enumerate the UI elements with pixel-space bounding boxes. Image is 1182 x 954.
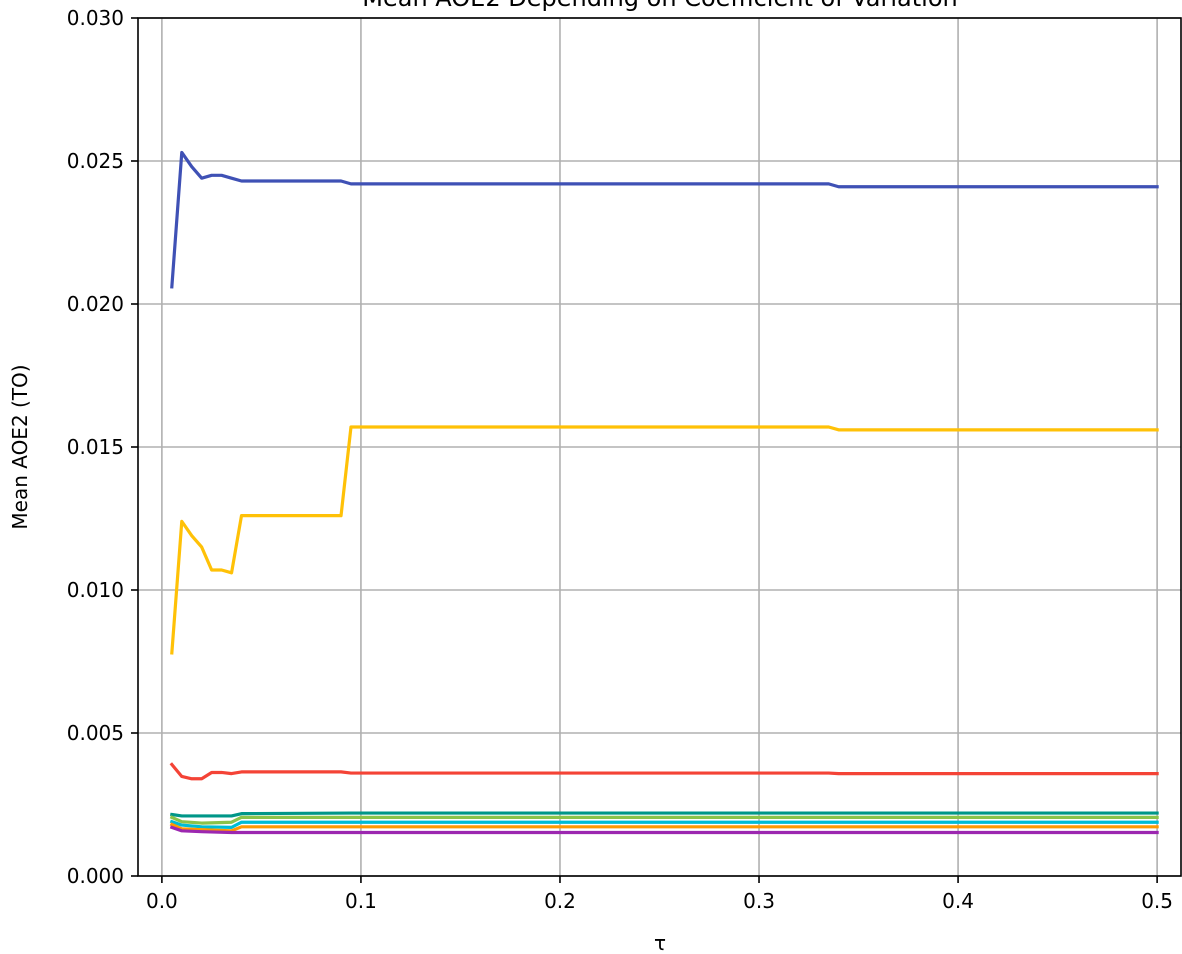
x-axis-ticks: 0.0 0.1 0.2 0.3 0.4 0.5 [146,876,1173,913]
x-tick-label: 0.1 [345,889,377,913]
series-lines [169,150,1159,835]
series-line-5 [169,815,1159,825]
y-tick-label: 0.005 [67,721,124,745]
y-tick-label: 0.000 [67,864,124,888]
series-line-1 [170,150,1159,289]
series-line-7 [169,822,1159,833]
x-tick-label: 0.0 [146,889,178,913]
series-line-2 [170,425,1159,655]
x-tick-label: 0.2 [544,889,576,913]
x-tick-label: 0.3 [743,889,775,913]
chart-title: Mean AOE2 Depending on Coefficient of Va… [362,0,957,12]
y-axis-label: Mean AOE2 (TO) [8,364,32,529]
series-line-6 [169,819,1159,829]
y-tick-label: 0.030 [67,6,124,30]
x-tick-label: 0.4 [942,889,974,913]
series-line-8 [169,825,1159,835]
series-line-3 [169,762,1159,781]
x-tick-label: 0.5 [1141,889,1173,913]
x-axis-label: τ [654,931,666,954]
y-axis-ticks: 0.000 0.005 0.010 0.015 0.020 0.025 0.030 [67,6,138,888]
y-tick-label: 0.020 [67,292,124,316]
series-line-4 [170,811,1159,818]
grid-lines [138,17,1181,877]
y-tick-label: 0.015 [67,435,124,459]
y-tick-label: 0.010 [67,578,124,602]
y-tick-label: 0.025 [67,149,124,173]
